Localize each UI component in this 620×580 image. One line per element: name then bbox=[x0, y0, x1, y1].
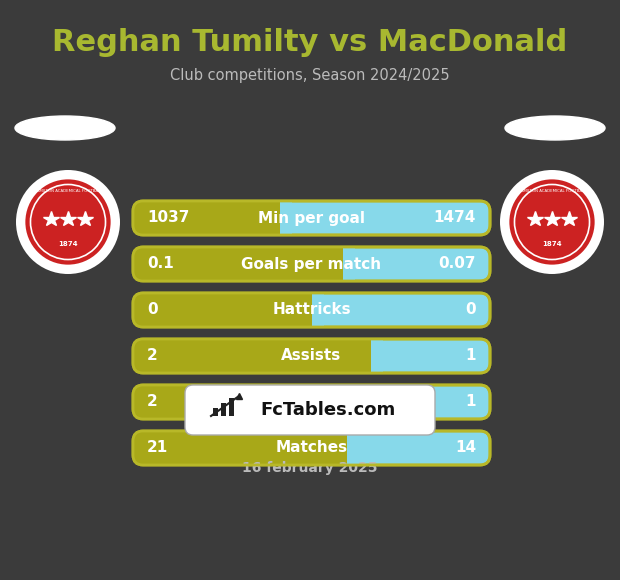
Text: 2: 2 bbox=[147, 349, 157, 364]
Bar bbox=[221, 403, 226, 416]
Text: 2: 2 bbox=[147, 394, 157, 409]
Text: Min per goal: Min per goal bbox=[258, 211, 365, 226]
Circle shape bbox=[46, 197, 91, 242]
FancyBboxPatch shape bbox=[133, 339, 490, 373]
Text: Club competitions, Season 2024/2025: Club competitions, Season 2024/2025 bbox=[170, 68, 450, 83]
Text: 1: 1 bbox=[466, 349, 476, 364]
Bar bbox=[347, 431, 359, 465]
Circle shape bbox=[510, 179, 595, 264]
Text: 1474: 1474 bbox=[433, 211, 476, 226]
FancyBboxPatch shape bbox=[133, 293, 490, 327]
Text: Goals per match: Goals per match bbox=[241, 256, 381, 271]
FancyBboxPatch shape bbox=[133, 293, 322, 327]
Ellipse shape bbox=[505, 116, 605, 140]
Bar bbox=[371, 339, 383, 373]
FancyBboxPatch shape bbox=[133, 385, 381, 419]
Text: 1874: 1874 bbox=[58, 241, 78, 247]
FancyBboxPatch shape bbox=[133, 247, 490, 281]
Text: 0: 0 bbox=[147, 303, 157, 317]
FancyBboxPatch shape bbox=[185, 385, 435, 435]
Text: Hattricks: Hattricks bbox=[272, 303, 351, 317]
Text: FcTables.com: FcTables.com bbox=[260, 401, 396, 419]
Bar bbox=[371, 385, 383, 419]
FancyBboxPatch shape bbox=[133, 431, 490, 465]
Ellipse shape bbox=[15, 116, 115, 140]
Text: 1037: 1037 bbox=[147, 211, 189, 226]
Bar bbox=[343, 247, 355, 281]
Text: Matches: Matches bbox=[275, 440, 348, 455]
FancyBboxPatch shape bbox=[133, 201, 290, 235]
FancyBboxPatch shape bbox=[133, 339, 381, 373]
Text: HAMILTON ACADEMICAL FOOTBALL: HAMILTON ACADEMICAL FOOTBALL bbox=[518, 189, 586, 193]
Text: Goals: Goals bbox=[288, 394, 335, 409]
Bar bbox=[311, 293, 324, 327]
Text: 16 february 2025: 16 february 2025 bbox=[242, 461, 378, 475]
Text: HAMILTON ACADEMICAL FOOTBALL: HAMILTON ACADEMICAL FOOTBALL bbox=[34, 189, 102, 193]
Text: 0: 0 bbox=[466, 303, 476, 317]
Text: 0.1: 0.1 bbox=[147, 256, 174, 271]
Bar bbox=[229, 398, 234, 416]
FancyBboxPatch shape bbox=[133, 385, 490, 419]
Circle shape bbox=[25, 179, 110, 264]
Bar bbox=[280, 201, 293, 235]
Text: Assists: Assists bbox=[281, 349, 342, 364]
Text: Reghan Tumilty vs MacDonald: Reghan Tumilty vs MacDonald bbox=[52, 28, 568, 57]
Text: 14: 14 bbox=[455, 440, 476, 455]
Text: 21: 21 bbox=[147, 440, 168, 455]
Text: 1874: 1874 bbox=[542, 241, 562, 247]
Circle shape bbox=[529, 197, 574, 242]
FancyBboxPatch shape bbox=[133, 431, 357, 465]
FancyBboxPatch shape bbox=[133, 247, 353, 281]
Circle shape bbox=[500, 170, 604, 274]
Circle shape bbox=[16, 170, 120, 274]
Text: 1: 1 bbox=[466, 394, 476, 409]
Bar bbox=[213, 408, 218, 416]
Text: 0.07: 0.07 bbox=[438, 256, 476, 271]
FancyBboxPatch shape bbox=[133, 201, 490, 235]
